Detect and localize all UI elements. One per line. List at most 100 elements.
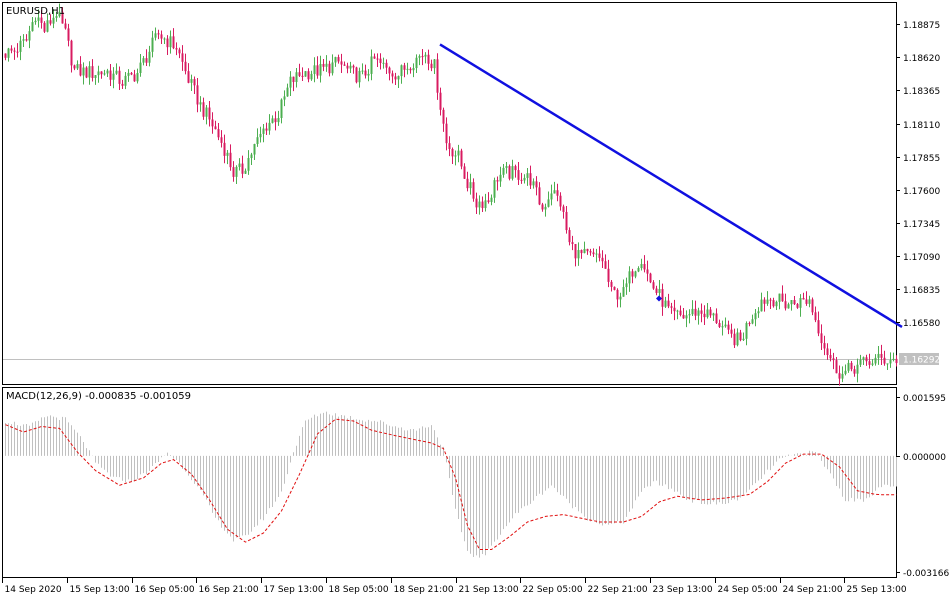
candle	[79, 56, 82, 77]
bear-candle-body	[307, 71, 310, 80]
bull-candle-body	[127, 72, 130, 76]
candle	[265, 122, 268, 135]
bear-candle-body	[130, 72, 133, 75]
candle	[232, 161, 235, 182]
candle	[466, 171, 469, 192]
candle	[469, 173, 472, 195]
bear-candle-body	[733, 333, 736, 346]
candle	[103, 69, 106, 76]
bull-candle-body	[595, 253, 598, 255]
price-tick-label: 1.16835	[903, 286, 940, 296]
candle	[775, 300, 778, 310]
bear-candle-body	[403, 65, 406, 70]
candle	[874, 354, 877, 366]
candle	[646, 260, 649, 282]
candle	[97, 65, 100, 83]
bull-candle-body	[295, 72, 298, 83]
bull-candle-body	[775, 301, 778, 307]
bear-candle-body	[520, 179, 523, 181]
candle	[811, 297, 814, 316]
bull-candle-body	[205, 107, 208, 117]
candle	[826, 343, 829, 360]
bear-candle-body	[61, 11, 64, 24]
bear-candle-body	[541, 204, 544, 210]
candle	[388, 66, 391, 81]
candle	[370, 49, 373, 81]
candle	[688, 309, 691, 324]
candle	[685, 310, 688, 328]
candle	[391, 70, 394, 84]
candle	[373, 53, 376, 59]
candle	[721, 320, 724, 336]
candle	[184, 53, 187, 75]
candle	[220, 130, 223, 148]
bull-candle-body	[736, 332, 739, 346]
bull-candle-body	[163, 38, 166, 40]
bear-candle-body	[13, 50, 16, 52]
bull-candle-body	[676, 310, 679, 312]
candle	[670, 302, 673, 314]
bear-candle-body	[175, 48, 178, 50]
bull-candle-body	[844, 370, 847, 374]
trendline-layer[interactable]	[439, 43, 903, 329]
candle	[442, 107, 445, 132]
bull-candle-body	[151, 37, 154, 52]
bear-candle-body	[427, 54, 430, 64]
bull-candle-body	[406, 68, 409, 70]
candle	[52, 9, 55, 29]
bull-candle-body	[124, 75, 127, 86]
candle	[280, 98, 283, 124]
candle	[577, 242, 580, 266]
candle	[778, 293, 781, 310]
candle	[286, 83, 289, 97]
bear-candle-body	[91, 66, 94, 78]
bull-candle-body	[583, 248, 586, 254]
bull-candle-body	[871, 363, 874, 365]
bear-candle-body	[700, 310, 703, 314]
bull-candle-body	[52, 17, 55, 24]
bear-candle-body	[160, 34, 163, 39]
bull-candle-body	[424, 54, 427, 57]
candle	[655, 285, 658, 296]
bear-candle-body	[298, 72, 301, 76]
candle	[145, 49, 148, 67]
bull-candle-body	[532, 181, 535, 186]
candle	[748, 321, 751, 327]
bear-candle-body	[292, 76, 295, 83]
candle	[283, 90, 286, 107]
candle	[853, 365, 856, 377]
bear-candle-body	[604, 261, 607, 269]
candle	[568, 227, 571, 246]
bear-candle-body	[655, 288, 658, 293]
candle	[25, 34, 28, 42]
bull-candle-body	[250, 154, 253, 159]
bear-candle-body	[781, 293, 784, 302]
macd-tick-label: -0.003166	[903, 569, 949, 579]
candle	[865, 354, 868, 366]
bull-candle-body	[256, 137, 259, 144]
candle	[160, 30, 163, 45]
candle	[112, 67, 115, 89]
candle	[85, 66, 88, 79]
bear-candle-body	[652, 282, 655, 289]
bear-candle-body	[598, 253, 601, 258]
candle	[262, 123, 265, 143]
time-tick-label: 24 Sep 05:00	[718, 585, 778, 595]
trendline[interactable]	[439, 43, 903, 329]
bear-candle-body	[448, 143, 451, 149]
candle	[769, 297, 772, 310]
candle	[415, 54, 418, 74]
bear-candle-body	[592, 252, 595, 255]
candle	[346, 62, 349, 74]
bull-candle-body	[115, 70, 118, 74]
bull-candle-body	[688, 314, 691, 316]
candle	[358, 67, 361, 88]
candle	[172, 28, 175, 50]
bull-candle-body	[766, 299, 769, 304]
candle	[541, 202, 544, 212]
bear-candle-body	[220, 137, 223, 143]
bear-candle-body	[193, 79, 196, 86]
